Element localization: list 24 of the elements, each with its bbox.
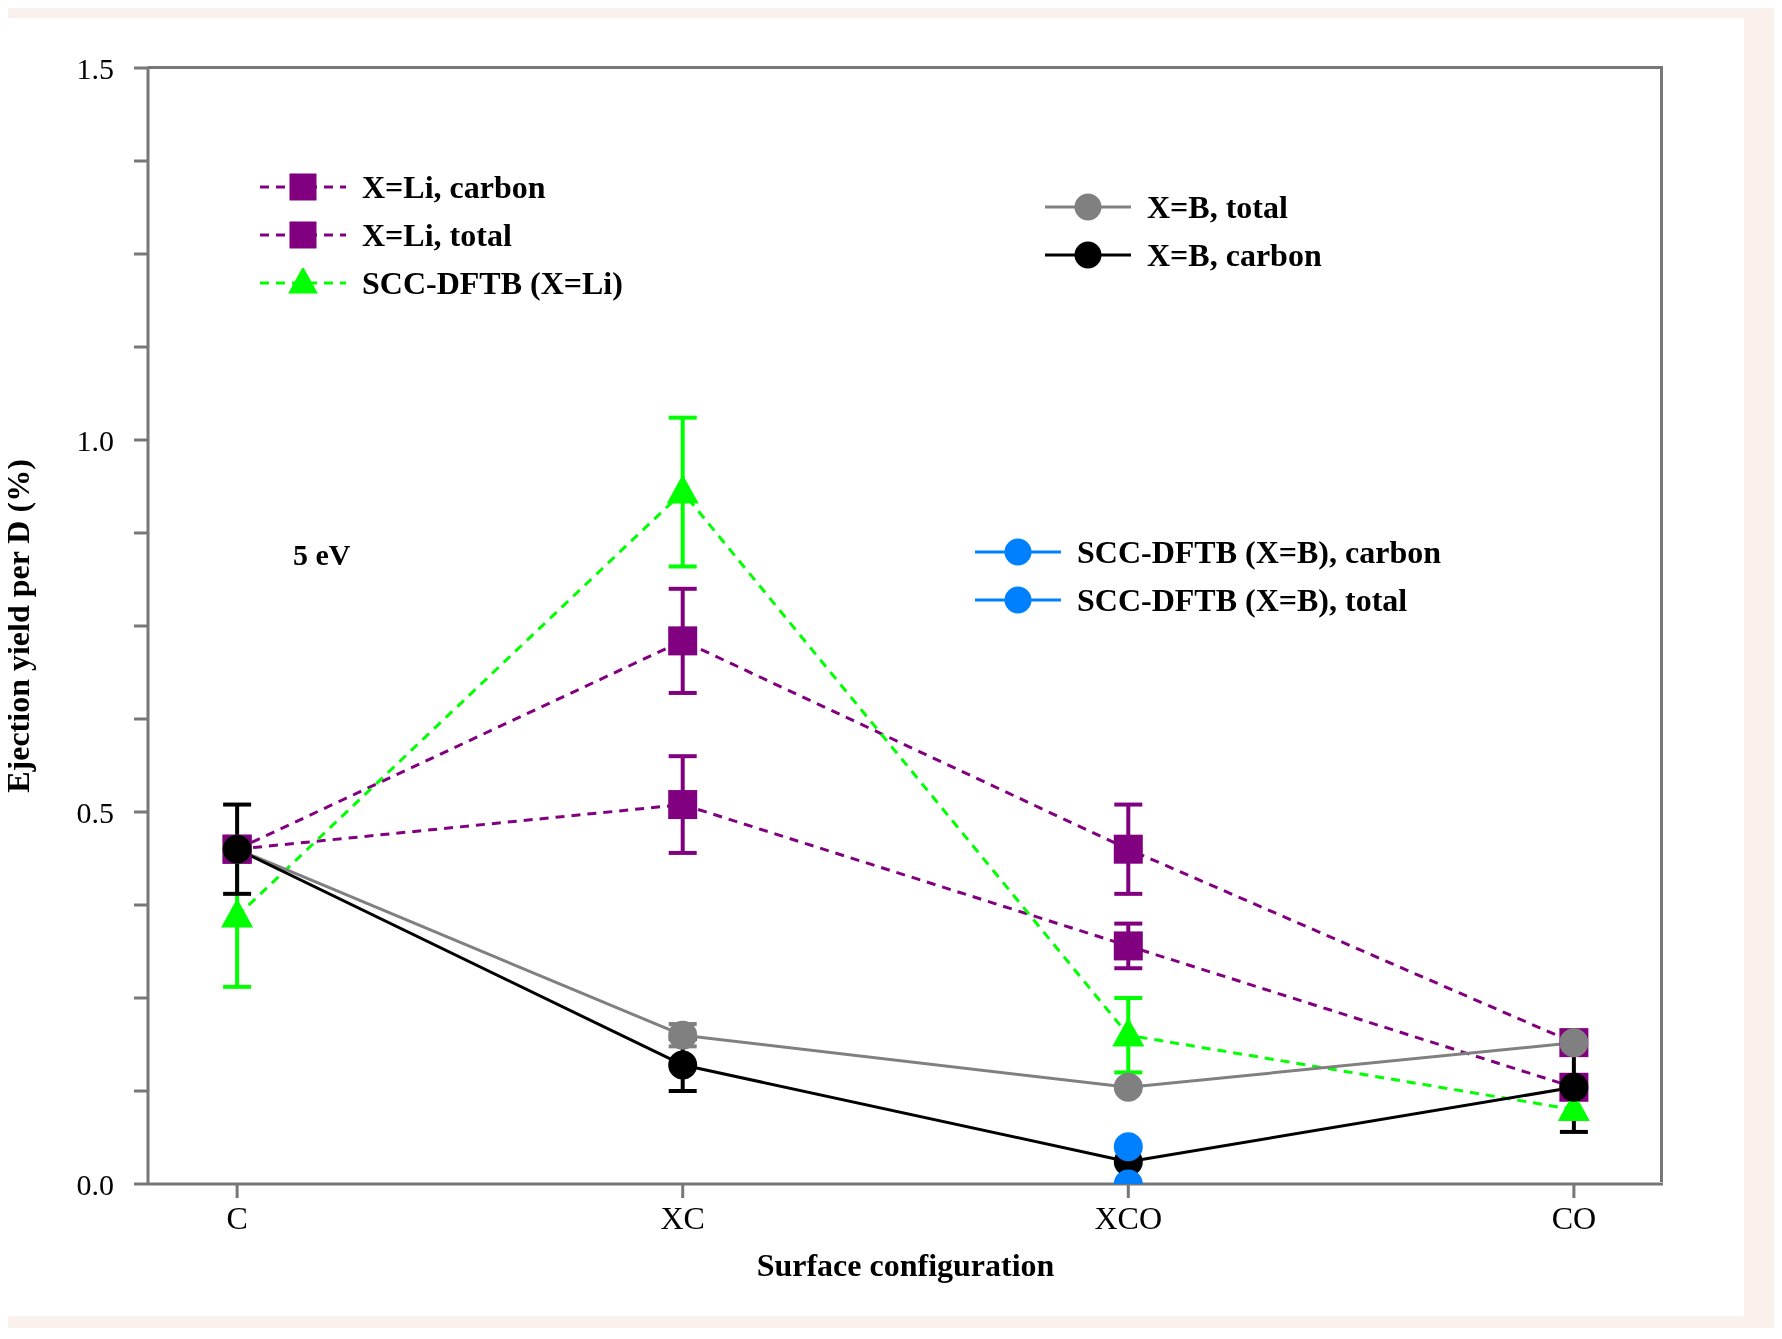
y-tick-label: 0.0	[76, 1167, 114, 1201]
legend-label: SCC-DFTB (X=B), carbon	[1077, 533, 1442, 571]
x-tick-label: XCO	[1094, 1199, 1163, 1236]
x-tick-label: CO	[1551, 1199, 1597, 1236]
point	[1113, 1072, 1143, 1102]
y-tick-label: 1.5	[76, 51, 114, 85]
point	[1113, 931, 1143, 961]
x-axis-title: Surface configuration	[756, 1247, 1055, 1283]
x-tick-label: XC	[660, 1199, 705, 1236]
point	[668, 790, 698, 820]
legend-label: SCC-DFTB (X=B), total	[1077, 581, 1408, 619]
legend-label: X=B, total	[1147, 188, 1288, 226]
legend-label: X=B, carbon	[1147, 236, 1322, 274]
x-tick-label: C	[226, 1199, 248, 1236]
point	[668, 1050, 698, 1080]
annotation: 5 eV	[293, 538, 351, 572]
point	[668, 626, 698, 656]
y-tick-label: 0.5	[76, 795, 114, 829]
legend-label: SCC-DFTB (X=Li)	[362, 264, 623, 302]
legend-label: X=Li, total	[362, 216, 512, 254]
legend-label: X=Li, carbon	[362, 168, 546, 206]
point	[1113, 834, 1143, 864]
y-tick-label: 1.0	[76, 423, 114, 457]
point	[1113, 1132, 1143, 1162]
